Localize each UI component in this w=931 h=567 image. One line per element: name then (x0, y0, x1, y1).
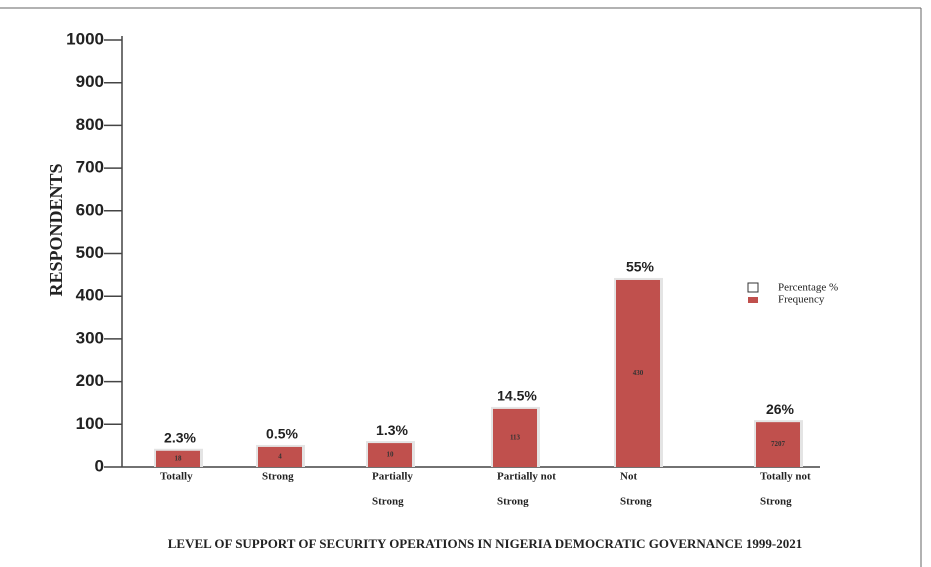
legend-label: Percentage % (778, 282, 838, 294)
frequency-label: 113 (510, 434, 521, 442)
bar (616, 279, 660, 467)
x-tick-label: Partially not (497, 471, 556, 483)
y-tick-label: 0 (95, 456, 104, 475)
y-axis-label: RESPONDENTS (46, 163, 66, 296)
x-tick-label: Strong (760, 496, 792, 508)
percentage-label: 2.3% (164, 429, 196, 445)
y-tick-label: 1000 (66, 29, 104, 48)
chart-title: LEVEL OF SUPPORT OF SECURITY OPERATIONS … (168, 536, 802, 551)
percentage-label: 0.5% (266, 426, 298, 442)
y-tick-label: 700 (76, 158, 104, 177)
bar (258, 446, 302, 467)
bar (493, 408, 537, 467)
legend-swatch (748, 297, 758, 303)
x-tick-label: Not (620, 471, 637, 483)
legend-label: Frequency (778, 294, 825, 306)
legend-swatch (747, 282, 759, 293)
x-tick-label: Strong (497, 496, 529, 508)
y-tick-label: 400 (76, 286, 104, 305)
x-tick-label: Totally not (760, 471, 811, 483)
x-tick-label: Partially (372, 471, 413, 483)
bar (368, 443, 412, 467)
y-tick-label: 900 (76, 72, 104, 91)
frequency-label: 7207 (771, 440, 786, 448)
x-tick-label: Strong (262, 471, 294, 483)
x-tick-label: Strong (372, 496, 404, 508)
frequency-label: 4 (278, 453, 282, 461)
frequency-label: 18 (175, 454, 183, 462)
frequency-label: 10 (387, 451, 395, 459)
percentage-label: 55% (626, 259, 655, 275)
y-tick-label: 800 (76, 115, 104, 134)
y-tick-label: 500 (76, 243, 104, 262)
x-tick-label: Totally (160, 471, 193, 483)
percentage-label: 1.3% (376, 422, 408, 438)
y-tick-label: 300 (76, 328, 104, 347)
y-tick-label: 100 (76, 414, 104, 433)
frequency-label: 430 (633, 369, 644, 377)
y-tick-label: 600 (76, 200, 104, 219)
x-tick-label: Strong (620, 496, 652, 508)
bar (156, 450, 200, 467)
y-tick-label: 200 (76, 371, 104, 390)
percentage-label: 26% (766, 401, 795, 417)
bar (756, 422, 800, 467)
percentage-label: 14.5% (497, 388, 537, 404)
